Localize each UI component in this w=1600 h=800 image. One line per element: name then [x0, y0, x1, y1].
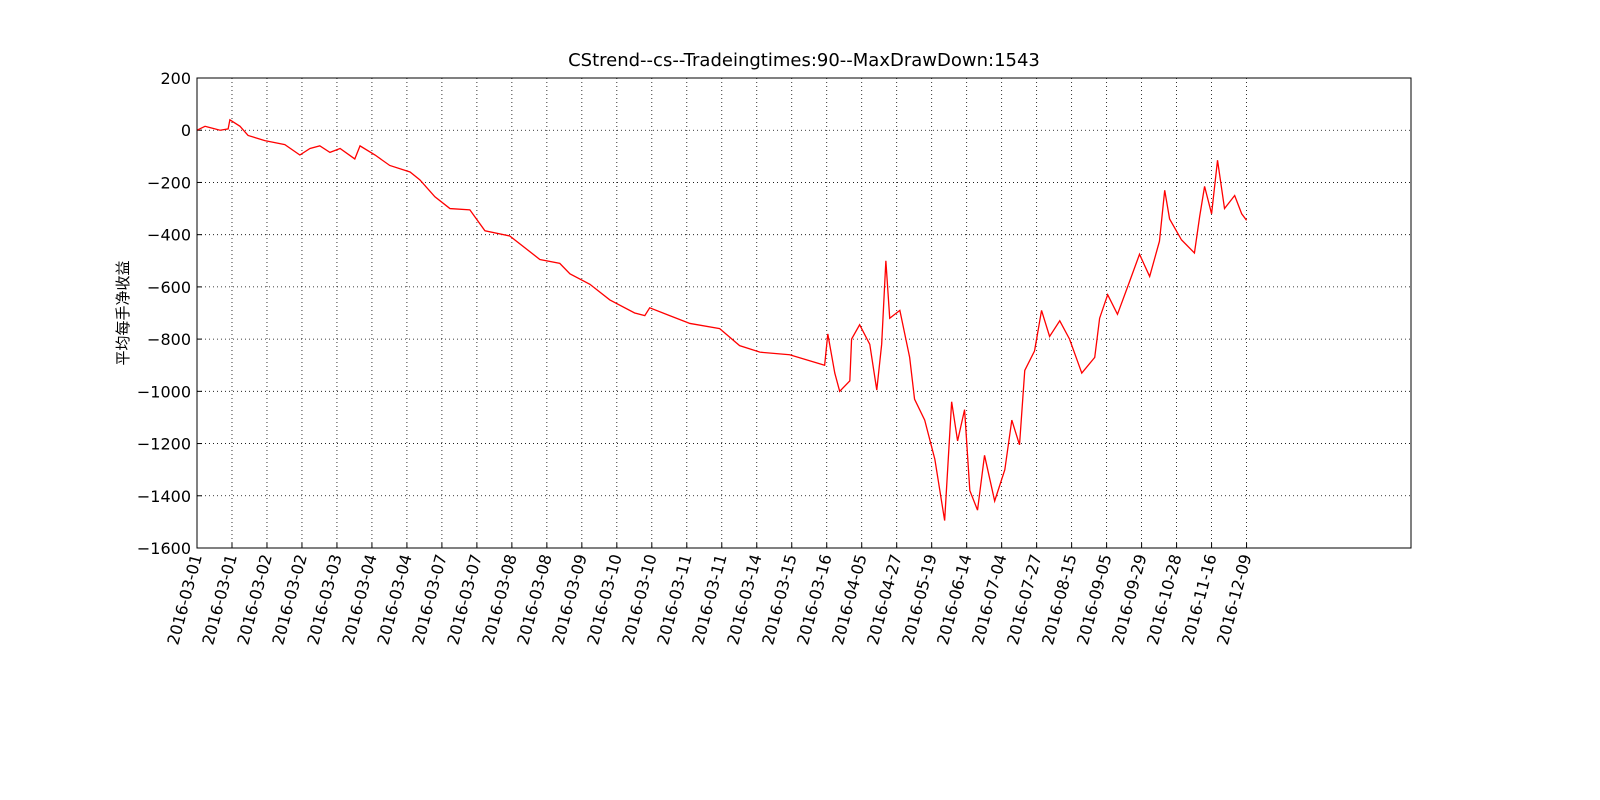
x-tick-label: 2016-03-02 — [233, 552, 275, 647]
x-tick-label: 2016-03-04 — [373, 552, 415, 647]
x-tick-label: 2016-03-07 — [443, 552, 485, 647]
y-tick-label: 200 — [160, 69, 191, 88]
x-tick-label: 2016-03-14 — [723, 552, 765, 647]
x-tick-label: 2016-10-28 — [1143, 552, 1185, 647]
y-tick-label: −1200 — [137, 435, 191, 454]
x-tick-label: 2016-04-05 — [828, 552, 870, 647]
y-axis-label: 平均每手净收益 — [114, 260, 132, 365]
x-tick-label: 2016-04-27 — [863, 552, 905, 647]
x-tick-label: 2016-03-01 — [163, 552, 205, 647]
x-tick-label: 2016-03-07 — [408, 552, 450, 647]
x-tick-label: 2016-08-15 — [1038, 552, 1080, 647]
x-tick-label: 2016-07-04 — [968, 552, 1010, 647]
x-tick-label: 2016-03-04 — [338, 552, 380, 647]
x-tick-label: 2016-03-01 — [198, 552, 240, 647]
x-tick-label: 2016-03-11 — [653, 552, 695, 647]
x-tick-label: 2016-03-16 — [793, 552, 835, 647]
y-tick-label: −800 — [147, 330, 191, 349]
y-tick-label: −600 — [147, 278, 191, 297]
x-tick-label: 2016-07-27 — [1003, 552, 1045, 647]
x-tick-label: 2016-03-09 — [548, 552, 590, 647]
x-tick-label: 2016-03-10 — [583, 552, 625, 647]
x-tick-label: 2016-03-11 — [688, 552, 730, 647]
y-tick-label: −1000 — [137, 382, 191, 401]
y-tick-label: −1400 — [137, 487, 191, 506]
data-line — [196, 118, 1248, 521]
x-tick-label: 2016-09-29 — [1108, 552, 1150, 647]
y-tick-label: −1600 — [137, 539, 191, 558]
x-tick-label: 2016-03-10 — [618, 552, 660, 647]
y-tick-label: −200 — [147, 173, 191, 192]
x-tick-label: 2016-03-02 — [268, 552, 310, 647]
x-tick-label: 2016-03-03 — [303, 552, 345, 647]
plot-frame — [196, 77, 1412, 549]
x-tick-label: 2016-09-05 — [1073, 552, 1115, 647]
x-tick-label: 2016-03-08 — [513, 552, 555, 647]
y-tick-label: −400 — [147, 226, 191, 245]
x-tick-label: 2016-06-14 — [933, 552, 975, 647]
chart-title: CStrend--cs--Tradeingtimes:90--MaxDrawDo… — [568, 50, 1040, 71]
x-tick-label: 2016-05-19 — [898, 552, 940, 647]
x-tick-label: 2016-11-16 — [1178, 552, 1220, 647]
y-tick-label: 0 — [181, 121, 191, 140]
x-tick-label: 2016-12-09 — [1213, 552, 1255, 647]
x-tick-label: 2016-03-15 — [758, 552, 800, 647]
x-tick-label: 2016-03-08 — [478, 552, 520, 647]
